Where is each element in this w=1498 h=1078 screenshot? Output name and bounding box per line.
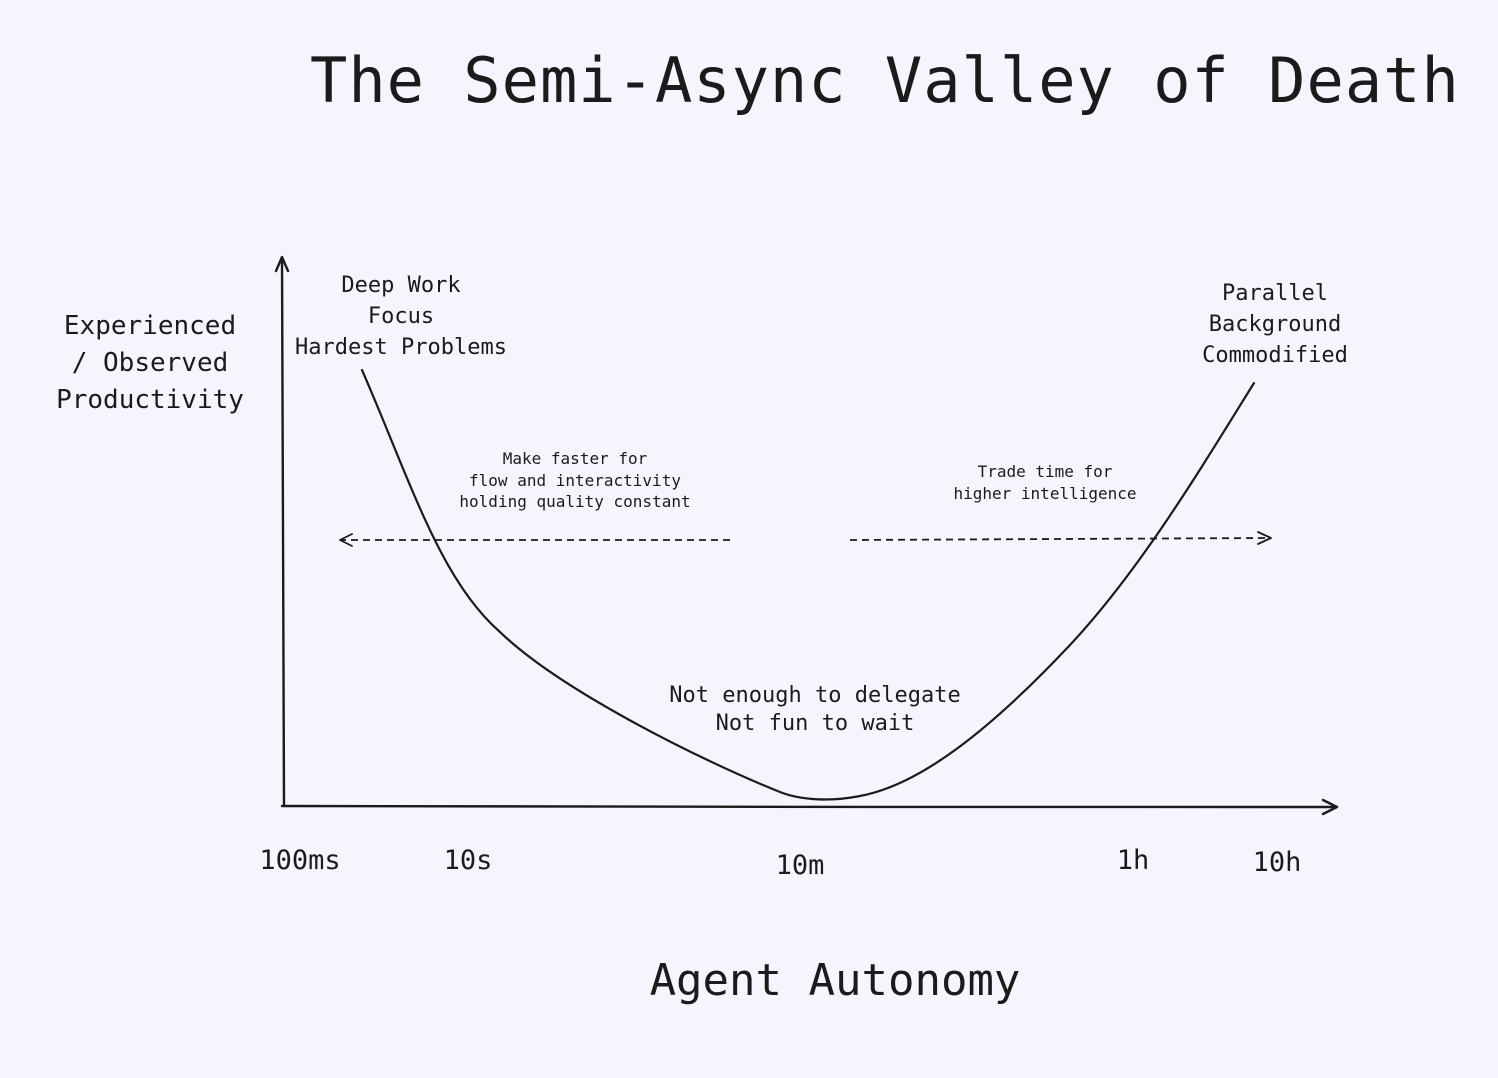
diagram-title: The Semi-Async Valley of Death (310, 44, 1460, 117)
x-tick-label: 10s (443, 845, 493, 876)
right-dashed-arrowhead (1257, 531, 1272, 545)
y-axis-label: Experienced / Observed Productivity (40, 308, 260, 419)
x-tick-label: 1h (1116, 845, 1150, 876)
annotation-line: higher intelligence (953, 483, 1137, 503)
valley-annotation: Not enough to delegate Not fun to wait (640, 682, 990, 738)
y-axis-label-line: Productivity (56, 385, 244, 415)
x-axis-label: Agent Autonomy (649, 955, 1021, 1006)
annotation-line: Background (1208, 312, 1342, 337)
y-axis-line (280, 256, 286, 808)
annotation-line: Commodified (1202, 343, 1348, 368)
valley-curve (360, 368, 1256, 801)
annotation-line: Parallel (1222, 281, 1328, 306)
annotation-line: flow and interactivity (469, 470, 681, 490)
x-axis-arrowhead (1321, 798, 1339, 816)
right-arrow-annotation: Trade time for higher intelligence (930, 461, 1160, 504)
x-tick-label: 100ms (259, 845, 341, 876)
y-axis-arrowhead (274, 255, 290, 273)
left-peak-annotation: Deep Work Focus Hardest Problems (270, 270, 532, 363)
left-arrow-annotation: Make faster for flow and interactivity h… (440, 448, 710, 513)
annotation-line: Trade time for (977, 462, 1113, 481)
y-axis-label-line: Experienced (63, 311, 237, 341)
annotation-line: Focus (367, 304, 435, 329)
annotation-line: Hardest Problems (295, 335, 507, 360)
x-tick-label: 10h (1252, 847, 1302, 878)
x-axis-line (280, 804, 1338, 809)
y-axis-label-line: / Observed (71, 348, 229, 378)
annotation-line: Not fun to wait (715, 711, 915, 736)
right-dashed-arrow-line (849, 537, 1269, 541)
x-tick-label: 10m (775, 850, 825, 881)
annotation-line: Not enough to delegate (669, 683, 961, 708)
right-peak-annotation: Parallel Background Commodified (1160, 278, 1390, 371)
annotation-line: Make faster for (502, 449, 648, 468)
annotation-line: holding quality constant (459, 492, 691, 511)
annotation-line: Deep Work (341, 273, 461, 298)
left-dashed-arrowhead (339, 533, 353, 547)
